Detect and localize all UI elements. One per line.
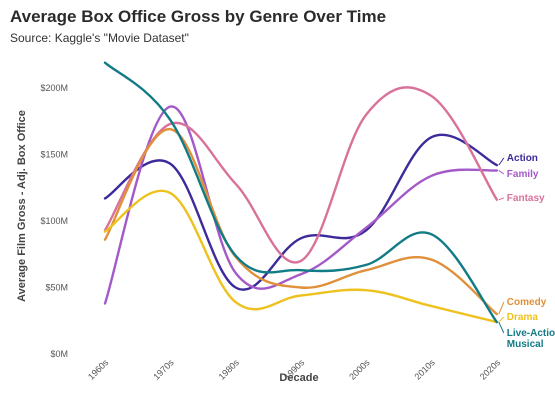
series-line-live-action-musical [103, 61, 498, 324]
series-label-action: Action [507, 153, 538, 164]
series-label-fantasy: Fantasy [507, 193, 545, 204]
series-label-live-action-musical: Live-Action [507, 328, 555, 339]
y-tick-label: $200M [40, 83, 68, 93]
x-tick-label: 2010s [412, 357, 437, 382]
y-tick-label: $150M [40, 150, 68, 160]
series-labels: Action Family Fantasy Comedy Drama Live-Actio… [498, 153, 555, 350]
series-leader-fantasy [498, 197, 504, 201]
x-tick-label: 2020s [478, 357, 503, 382]
series-line-family [103, 105, 498, 305]
series-label-comedy: Comedy [507, 297, 547, 308]
chart-title: Average Box Office Gross by Genre Over T… [10, 7, 386, 26]
series-leader-live-action-musical [498, 321, 505, 334]
x-axis-label: Decade [279, 372, 318, 384]
series-leader-comedy [498, 301, 505, 315]
series-line-drama [103, 189, 498, 324]
series-leader-family [498, 170, 505, 175]
series-lines [103, 61, 498, 324]
series-leader-action [498, 157, 505, 166]
y-tick-label: $100M [40, 216, 68, 226]
y-tick-label: $50M [45, 283, 68, 293]
series-label-live-action-musical: Musical [507, 339, 544, 350]
series-leader-drama [498, 316, 505, 323]
x-tick-label: 1980s [217, 357, 242, 382]
series-line-comedy [103, 127, 498, 316]
x-tick-label: 1960s [86, 357, 111, 382]
y-axis-label: Average Film Gross - Adj. Box Office [16, 110, 28, 302]
chart-subtitle: Source: Kaggle's "Movie Dataset" [10, 31, 189, 45]
x-tick-label: 1970s [151, 357, 176, 382]
series-label-drama: Drama [507, 312, 539, 323]
series-line-action [103, 133, 498, 291]
y-axis-ticks: $0M $50M $100M $150M $200M [40, 83, 68, 359]
series-line-fantasy [103, 86, 498, 264]
x-tick-label: 2000s [347, 357, 372, 382]
series-label-family: Family [507, 169, 539, 180]
y-tick-label: $0M [50, 349, 68, 359]
